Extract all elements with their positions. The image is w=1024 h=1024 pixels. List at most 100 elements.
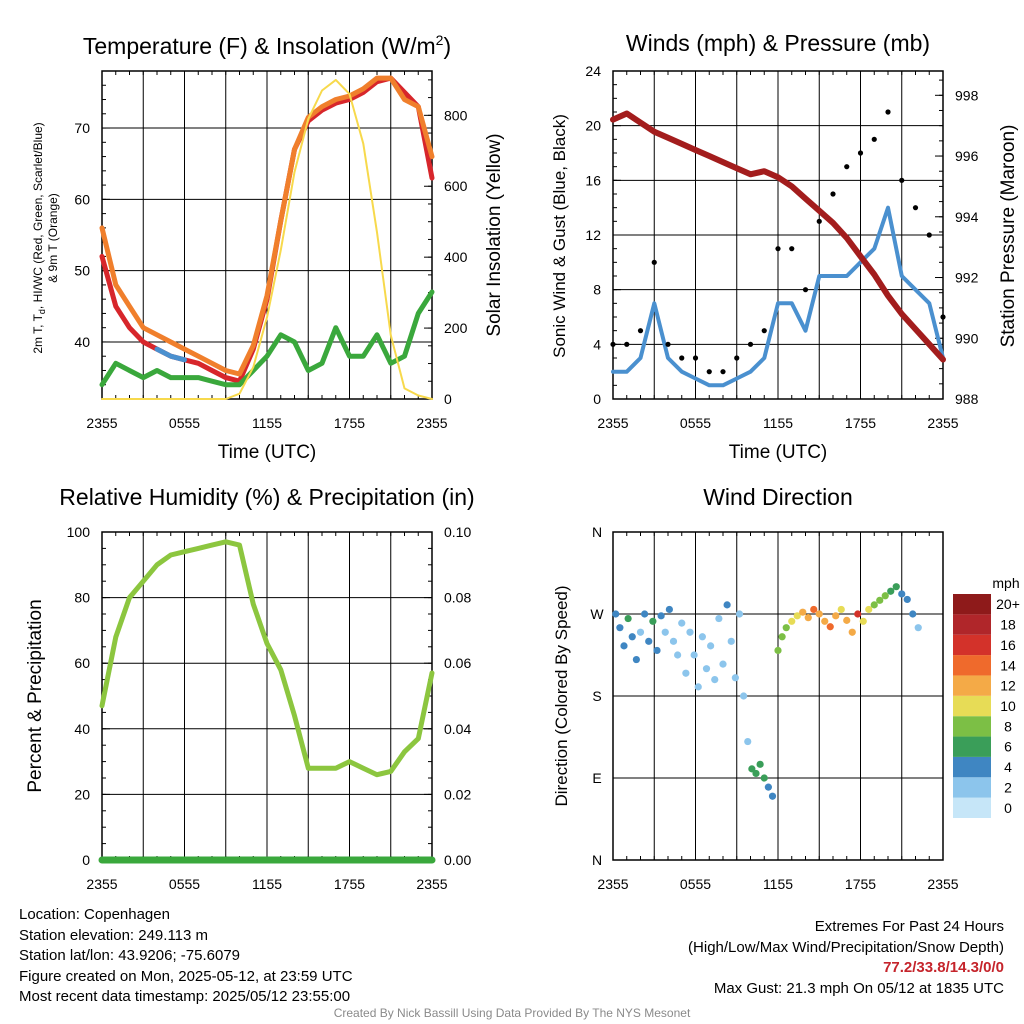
direction-point xyxy=(649,617,657,625)
direction-point xyxy=(657,612,665,620)
gust-point xyxy=(871,136,877,142)
gust-point xyxy=(692,355,699,361)
y2-tick-label: 0.04 xyxy=(444,721,471,737)
location-text: Location: Copenhagen xyxy=(19,906,170,923)
direction-point xyxy=(694,683,702,691)
direction-point xyxy=(702,665,711,673)
direction-point xyxy=(711,676,719,684)
direction-point xyxy=(719,660,727,668)
y-tick-label: W xyxy=(590,606,604,622)
credit-text: Created By Nick Bassill Using Data Provi… xyxy=(333,1006,691,1020)
y-tick-label: 24 xyxy=(585,63,601,79)
y-tick-label: 0 xyxy=(593,391,601,407)
direction-point xyxy=(764,783,772,791)
x-tick-label: 0555 xyxy=(169,876,200,892)
x-tick-label: 0555 xyxy=(680,415,711,431)
colorbar-swatch xyxy=(953,756,991,778)
gust-point xyxy=(912,205,919,211)
direction-point xyxy=(782,624,790,632)
gust-point xyxy=(734,355,740,361)
y-tick-label: 50 xyxy=(74,263,90,279)
y-tick-label: N xyxy=(592,524,602,540)
direction-point xyxy=(620,642,628,650)
colorbar-label: 20+ xyxy=(996,596,1020,612)
direction-point xyxy=(636,628,645,636)
direction-point xyxy=(898,590,906,598)
y-tick-label: 60 xyxy=(74,191,90,207)
y2-tick-label: 800 xyxy=(444,107,468,123)
colorbar-label: 4 xyxy=(1004,759,1012,775)
direction-point xyxy=(826,623,834,631)
direction-point xyxy=(748,765,756,773)
direction-point xyxy=(756,760,764,768)
gust-point xyxy=(885,109,891,115)
panel-3: N E S W N 2355 0555 1155 1755 2355 xyxy=(590,524,958,892)
colorbar-title: mph xyxy=(992,575,1019,591)
direction-point xyxy=(653,646,661,655)
x-tick-label: 1755 xyxy=(845,876,876,892)
direction-point xyxy=(682,669,690,677)
direction-point xyxy=(690,651,698,659)
direction-title: Wind Direction xyxy=(703,484,853,510)
winds-ylabel-left: Sonic Wind & Gust (Blue, Black) xyxy=(550,114,569,358)
direction-point xyxy=(788,617,796,625)
y-tick-label: 12 xyxy=(585,227,601,243)
panel-2: 0 20 40 60 80 100 0.00 0.02 0.04 0.06 0.08 0.10 2355… xyxy=(67,524,472,892)
gust-point xyxy=(830,191,836,197)
gust-point xyxy=(926,232,932,238)
gust-point xyxy=(816,218,822,224)
direction-point xyxy=(686,628,694,636)
y-tick-label: S xyxy=(592,688,601,704)
x-tick-label: 1155 xyxy=(252,415,282,431)
x-tick-label: 1755 xyxy=(334,876,365,892)
x-tick-label: 2355 xyxy=(86,876,117,892)
gust-point xyxy=(747,341,754,347)
direction-ylabel-left: Direction (Colored By Speed) xyxy=(552,585,571,806)
direction-point xyxy=(810,605,818,614)
extremes-info: Extremes For Past 24 Hours (High/Low/Max… xyxy=(688,917,1004,999)
y2-tick-label: 0.06 xyxy=(444,655,471,671)
direction-point xyxy=(881,592,889,600)
series-9m-t xyxy=(99,75,435,377)
y-tick-label: 100 xyxy=(67,524,91,540)
gust-point xyxy=(775,246,781,252)
x-tick-label: 1155 xyxy=(763,415,793,431)
gust-point xyxy=(857,150,864,156)
gust-point xyxy=(679,355,685,361)
direction-point xyxy=(715,614,723,623)
direction-point xyxy=(760,774,768,782)
colorbar: 0 2 4 6 8 10 12 14 16 18 20+ xyxy=(953,594,1020,818)
extremes-values: 77.2/33.8/14.3/0/0 xyxy=(883,959,1004,976)
colorbar-swatch xyxy=(953,777,991,798)
extremes-title: Extremes For Past 24 Hours xyxy=(814,918,1004,935)
y2-tick-label: 990 xyxy=(955,330,979,346)
direction-point xyxy=(815,610,823,618)
direction-point xyxy=(669,637,678,645)
recent-data-text: Most recent data timestamp: 2025/05/12 2… xyxy=(19,988,351,1005)
winds-xlabel: Time (UTC) xyxy=(729,442,828,463)
winds-ylabel-right: Station Pressure (Maroon) xyxy=(998,125,1019,348)
winds-title: Winds (mph) & Pressure (mb) xyxy=(626,30,930,56)
direction-point xyxy=(698,633,706,641)
direction-point xyxy=(821,617,829,625)
created-text: Figure created on Mon, 2025-05-12, at 23… xyxy=(19,967,353,985)
direction-point xyxy=(641,610,649,618)
y-tick-label: 40 xyxy=(74,721,90,737)
colorbar-swatch xyxy=(953,655,991,676)
panel-0: 40 50 60 70 0 200 400 600 800 2355 0555 1155 1755 235… xyxy=(74,70,468,431)
colorbar-label: 8 xyxy=(1004,718,1012,734)
y2-tick-label: 0 xyxy=(444,391,452,407)
y2-tick-label: 0.08 xyxy=(444,590,471,606)
direction-point xyxy=(892,583,900,591)
gust-point xyxy=(720,369,726,375)
gust-point xyxy=(706,369,712,375)
direction-point xyxy=(740,692,748,700)
direction-point xyxy=(837,605,845,614)
x-tick-label: 1755 xyxy=(334,415,365,431)
direction-point xyxy=(848,628,856,636)
gust-point xyxy=(802,287,809,293)
direction-point xyxy=(903,595,911,604)
colorbar-swatch xyxy=(953,736,991,757)
